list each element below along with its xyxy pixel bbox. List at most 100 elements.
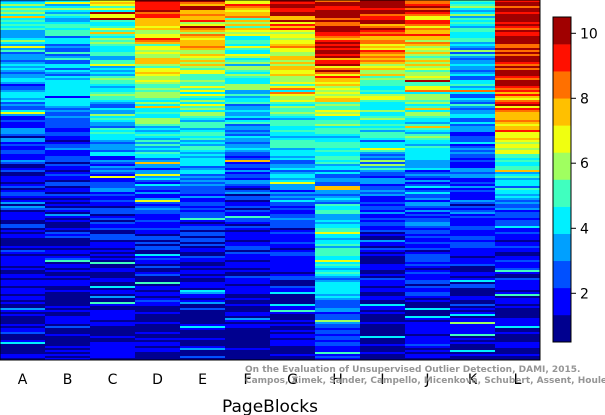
heatmap-cell xyxy=(90,312,136,315)
heatmap-cell xyxy=(135,354,181,357)
heatmap-cell xyxy=(0,70,46,73)
heatmap-cell xyxy=(450,214,496,217)
heatmap-cell xyxy=(315,240,361,243)
heatmap-cell xyxy=(315,276,361,279)
heatmap-cell xyxy=(90,182,136,185)
heatmap-cell xyxy=(450,296,496,299)
heatmap-cell xyxy=(450,174,496,177)
heatmap-cell xyxy=(0,206,46,209)
heatmap-cell xyxy=(495,354,541,357)
heatmap-cell xyxy=(450,106,496,109)
heatmap-cell xyxy=(0,310,46,313)
colorbar xyxy=(552,16,572,343)
heatmap-cell xyxy=(135,46,181,49)
heatmap-cell xyxy=(225,94,271,97)
heatmap-cell xyxy=(405,164,451,167)
heatmap-cell xyxy=(405,246,451,249)
heatmap-cell xyxy=(495,82,541,85)
heatmap-cell xyxy=(360,2,406,5)
heatmap-cell xyxy=(180,72,226,75)
heatmap-cell xyxy=(45,248,91,251)
heatmap-cell xyxy=(450,314,496,317)
heatmap-cell xyxy=(405,328,451,331)
heatmap-cell xyxy=(180,192,226,195)
heatmap-column-g xyxy=(270,0,316,361)
heatmap-cell xyxy=(405,2,451,5)
heatmap-cell xyxy=(360,148,406,151)
heatmap-cell xyxy=(135,34,181,37)
heatmap-cell xyxy=(225,134,271,137)
heatmap-cell xyxy=(180,294,226,297)
heatmap-cell xyxy=(450,280,496,283)
heatmap-cell xyxy=(405,172,451,175)
heatmap-column-l xyxy=(495,0,541,361)
heatmap-cell xyxy=(180,146,226,149)
heatmap-cell xyxy=(450,322,496,325)
heatmap-cell xyxy=(270,262,316,265)
heatmap-cell xyxy=(270,324,316,327)
heatmap-cell xyxy=(495,356,541,359)
heatmap-cell xyxy=(225,260,271,263)
heatmap-cell xyxy=(360,174,406,177)
heatmap-cell xyxy=(0,280,46,283)
heatmap-cell xyxy=(360,42,406,45)
heatmap-cell xyxy=(135,336,181,339)
heatmap-cell xyxy=(135,20,181,23)
heatmap-cell xyxy=(360,312,406,315)
heatmap-cell xyxy=(180,222,226,225)
heatmap-cell xyxy=(225,230,271,233)
heatmap-cell xyxy=(495,282,541,285)
heatmap-cell xyxy=(360,204,406,207)
heatmap-cell xyxy=(180,124,226,127)
heatmap-cell xyxy=(180,78,226,81)
heatmap-cell xyxy=(405,354,451,357)
heatmap-cell xyxy=(135,6,181,9)
heatmap-cell xyxy=(180,34,226,37)
heatmap-cell xyxy=(495,182,541,185)
heatmap-cell xyxy=(360,196,406,199)
heatmap-cell xyxy=(135,138,181,141)
heatmap-cell xyxy=(450,112,496,115)
heatmap-cell xyxy=(360,264,406,267)
heatmap-cell xyxy=(450,110,496,113)
heatmap-cell xyxy=(315,64,361,67)
heatmap-cell xyxy=(135,278,181,281)
heatmap-cell xyxy=(315,314,361,317)
heatmap-cell xyxy=(450,150,496,153)
heatmap-cell xyxy=(495,358,541,361)
colorbar-segment xyxy=(553,179,571,207)
x-axis-title: PageBlocks xyxy=(222,397,318,415)
heatmap-cell xyxy=(405,136,451,139)
heatmap-cell xyxy=(225,26,271,29)
heatmap-cell xyxy=(225,226,271,229)
heatmap-cell xyxy=(180,240,226,243)
heatmap-cell xyxy=(90,352,136,355)
heatmap-cell xyxy=(405,78,451,81)
heatmap-cell xyxy=(360,66,406,69)
heatmap-cell xyxy=(0,294,46,297)
heatmap-cell xyxy=(135,198,181,201)
heatmap-cell xyxy=(450,58,496,61)
heatmap-cell xyxy=(495,346,541,349)
heatmap-cell xyxy=(0,216,46,219)
heatmap-cell xyxy=(225,132,271,135)
heatmap-cell xyxy=(450,144,496,147)
heatmap-cell xyxy=(0,260,46,263)
heatmap-cell xyxy=(0,158,46,161)
heatmap-cell xyxy=(495,314,541,317)
heatmap-cell xyxy=(180,166,226,169)
heatmap-cell xyxy=(495,110,541,113)
heatmap-cell xyxy=(270,38,316,41)
heatmap-cell xyxy=(0,42,46,45)
heatmap-cell xyxy=(360,112,406,115)
heatmap-cell xyxy=(90,212,136,215)
heatmap-cell xyxy=(405,140,451,143)
heatmap-cell xyxy=(0,46,46,49)
heatmap-column-a xyxy=(0,0,46,361)
heatmap-cell xyxy=(315,330,361,333)
heatmap-cell xyxy=(315,22,361,25)
heatmap-cell xyxy=(405,58,451,61)
heatmap-cell xyxy=(225,222,271,225)
heatmap-cell xyxy=(405,308,451,311)
heatmap-cell xyxy=(225,166,271,169)
